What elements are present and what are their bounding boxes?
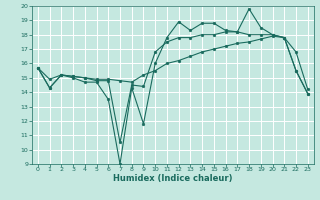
X-axis label: Humidex (Indice chaleur): Humidex (Indice chaleur) [113,174,233,183]
